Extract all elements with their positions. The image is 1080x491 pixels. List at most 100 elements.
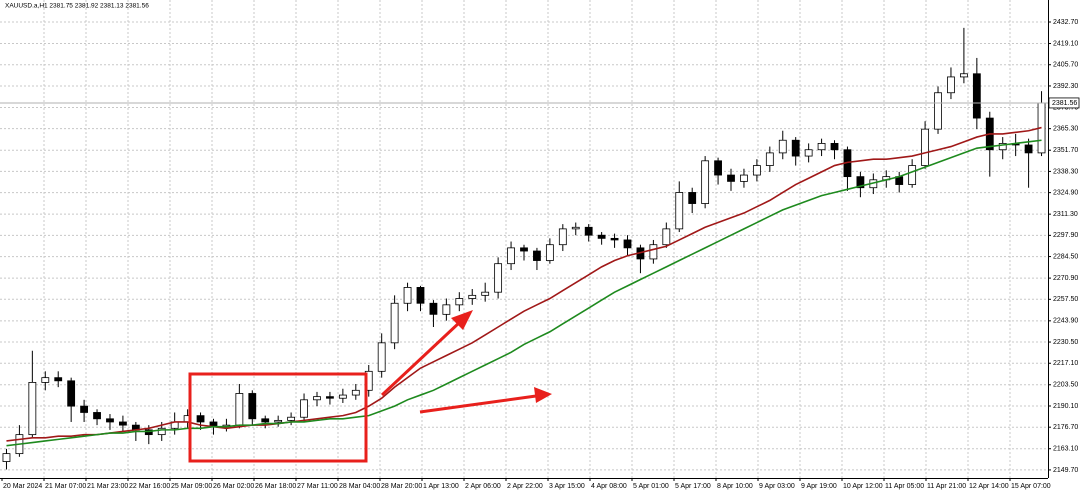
candle-body: [54, 377, 63, 382]
candle-body: [157, 427, 166, 436]
y-tick-label: 2257.50: [1053, 296, 1078, 303]
x-tick-label: 5 Apr 01:00: [633, 483, 669, 490]
candle-body: [533, 250, 541, 261]
candle-body: [429, 302, 438, 315]
y-tick-label: 2351.70: [1053, 147, 1078, 154]
x-tick-label: 8 Apr 10:00: [717, 483, 753, 490]
candle-body: [455, 298, 464, 306]
candle-body: [235, 393, 244, 426]
y-tick-label: 2419.10: [1053, 40, 1078, 47]
candle-body: [106, 418, 114, 423]
candle-body: [610, 237, 619, 241]
y-tick-label: 2203.50: [1053, 382, 1078, 389]
candle-body: [287, 416, 296, 421]
y-tick-label: 2432.70: [1053, 19, 1078, 26]
chart-title: XAUUSD.a,H1 2381.75 2381.92 2381.13 2381…: [5, 3, 149, 10]
x-tick-label: 4 Apr 08:00: [591, 483, 627, 490]
candle-body: [28, 381, 37, 436]
candle-body: [326, 396, 334, 399]
candle-body: [468, 294, 477, 299]
candle-body: [481, 291, 490, 296]
x-tick-label: 2 Apr 06:00: [465, 483, 501, 490]
x-tick-label: 11 Apr 21:00: [927, 483, 966, 490]
candle-body: [571, 226, 580, 230]
x-tick-label: 3 Apr 15:00: [549, 483, 585, 490]
candle-body: [778, 139, 787, 154]
x-tick-label: 28 Mar 04:00: [339, 483, 380, 490]
candle-body: [1024, 144, 1033, 154]
x-tick-label: 20 Mar 2024: [3, 483, 42, 490]
y-tick-label: 2324.90: [1053, 189, 1078, 196]
candle-body: [908, 165, 917, 185]
candle-body: [377, 342, 386, 372]
candle-body: [416, 287, 425, 304]
x-tick-label: 26 Mar 02:00: [213, 483, 254, 490]
candle-body: [338, 394, 347, 399]
candle-body: [804, 149, 813, 157]
y-tick-label: 2176.70: [1053, 424, 1078, 431]
candle-body: [119, 421, 127, 426]
arrow: [380, 310, 473, 397]
y-tick-label: 2217.10: [1053, 360, 1078, 367]
candle-body: [442, 304, 451, 315]
candle-body: [662, 228, 671, 246]
candle-body: [623, 239, 632, 249]
candle-body: [649, 244, 658, 260]
candle-body: [494, 263, 503, 293]
last-price-label: 2381.56: [1052, 100, 1077, 107]
candle-body: [817, 142, 826, 151]
candle-body: [403, 287, 412, 304]
x-tick-label: 2 Apr 22:00: [507, 483, 543, 490]
last-price-box: [1048, 97, 1080, 109]
y-tick-label: 2392.30: [1053, 83, 1078, 90]
x-tick-label: 1 Apr 13:00: [423, 483, 459, 490]
grid: [0, 0, 1048, 478]
candle-body: [921, 128, 929, 166]
x-tick-label: 9 Apr 19:00: [801, 483, 837, 490]
candle-body: [998, 142, 1007, 151]
x-tick-label: 21 Mar 23:00: [87, 483, 128, 490]
candle-body: [67, 380, 76, 407]
candle-body: [274, 419, 283, 423]
x-tick-label: 25 Mar 09:00: [171, 483, 212, 490]
y-tick-label: 2297.90: [1053, 232, 1078, 239]
y-tick-label: 2284.50: [1053, 253, 1078, 260]
candle-body: [41, 377, 50, 383]
highlight-box: [188, 372, 368, 463]
candle-body: [584, 226, 593, 236]
y-tick-label: 2190.10: [1053, 403, 1078, 410]
plot: [0, 27, 1048, 470]
candle-body: [545, 244, 554, 261]
candle-body: [791, 139, 800, 157]
x-tick-label: 11 Apr 05:00: [885, 483, 924, 490]
arrow: [419, 387, 552, 414]
candle-body: [313, 396, 321, 401]
candle-body: [93, 412, 101, 420]
candle-body: [714, 160, 722, 176]
x-tick-label: 15 Apr 07:00: [1011, 483, 1051, 490]
y-tick-label: 2163.10: [1053, 446, 1078, 453]
candle-body: [520, 247, 528, 252]
y-tick-label: 2365.30: [1053, 126, 1078, 133]
y-tick-label: 2270.90: [1053, 275, 1078, 282]
candle-body: [947, 76, 955, 94]
candle-body: [960, 73, 968, 78]
y-tick-label: 2338.30: [1053, 168, 1078, 175]
candle-body: [727, 174, 735, 182]
candle-body: [507, 247, 515, 265]
candle-body: [597, 234, 606, 239]
candle-body: [300, 399, 308, 418]
candle-body: [752, 165, 761, 176]
y-tick-label: 2230.50: [1053, 339, 1078, 346]
axes: 2432.702419.102405.702392.302378.702365.…: [1, 19, 1080, 490]
candle-body: [196, 415, 205, 423]
candle-body: [248, 393, 257, 420]
candle-body: [80, 405, 88, 413]
x-tick-label: 26 Mar 18:00: [255, 483, 296, 490]
x-tick-label: 22 Mar 16:00: [129, 483, 170, 490]
candle-body: [972, 73, 981, 119]
x-tick-label: 27 Mar 11:00: [297, 483, 338, 490]
candle-body: [688, 192, 697, 204]
moving-average-line: [6, 126, 1042, 442]
